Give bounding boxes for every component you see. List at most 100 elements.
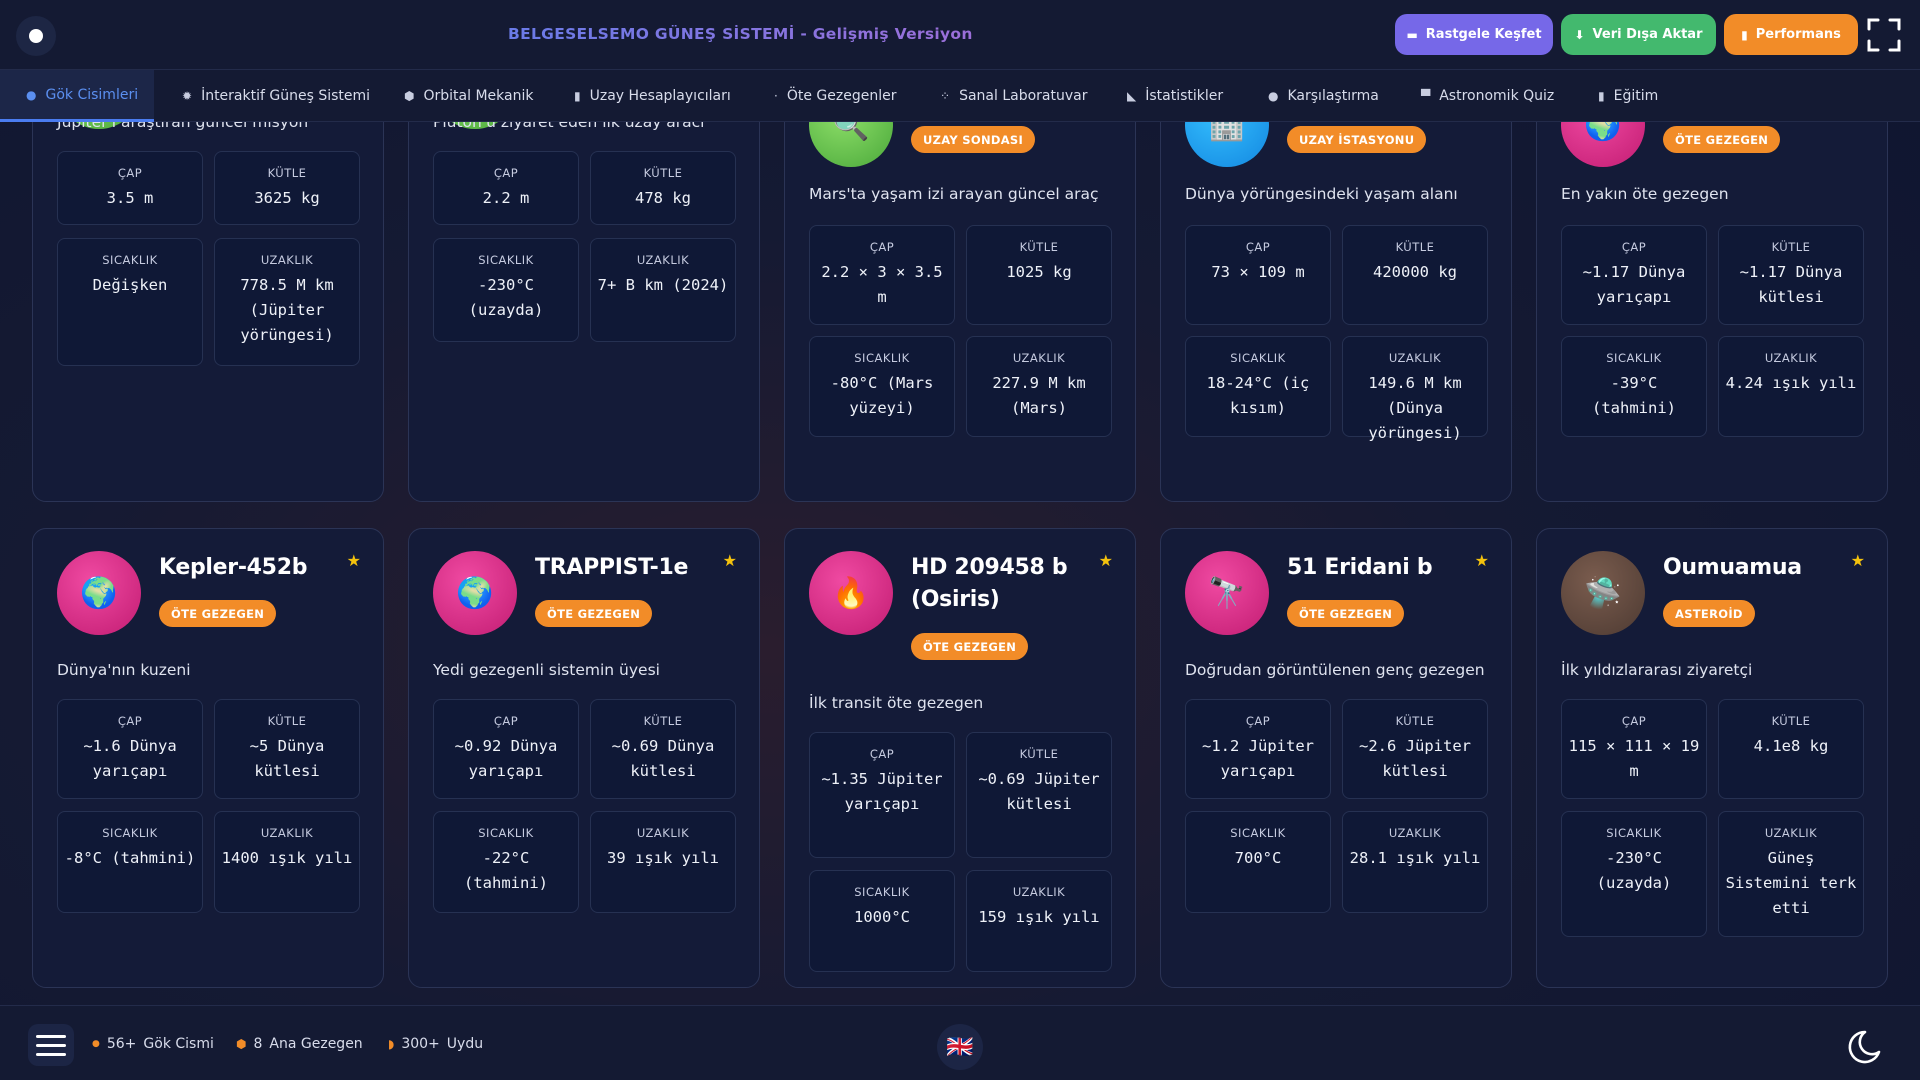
stat-value: Değişken (92, 276, 168, 294)
stat-value: 73 × 109 m (1211, 263, 1305, 281)
logo-dot-icon (29, 29, 43, 43)
stat-label: ÇAP (1621, 240, 1647, 254)
stat-value: 7+ B km (2024) (597, 276, 729, 294)
random-explore-button[interactable]: ▬ Rastgele Keşfet (1395, 14, 1553, 55)
dark-mode-moon-icon[interactable] (1845, 1028, 1883, 1066)
tab-astronomik-quiz[interactable]: ▀ Astronomik Quiz (1421, 70, 1554, 122)
stat-value: 1025 kg (1006, 263, 1072, 281)
stat-value: -22°C (tahmini) (464, 849, 548, 892)
celestial-card[interactable]: 🔥 HD 209458 b (Osiris) ÖTE GEZEGEN ★ İlk tra… (784, 528, 1136, 988)
stat-value: 478 kg (635, 189, 691, 207)
stat-label: ÇAP (117, 714, 143, 728)
tab-gok-cisimleri[interactable]: ● Gök Cisimleri (0, 70, 154, 122)
clipboard-icon: ▮ (574, 89, 581, 103)
favorite-star-icon[interactable]: ★ (722, 551, 737, 570)
uk-flag-icon: 🇬🇧 (946, 1034, 974, 1060)
mass-stat: KÜTLE ~1.17 Dünya kütlesi (1718, 225, 1864, 325)
stat-label: KÜTLE (267, 166, 307, 180)
mass-stat: KÜTLE 420000 kg (1342, 225, 1488, 325)
stat-value: ~1.35 Jüpiter yarıçapı (821, 770, 943, 813)
stat-value: 1400 ışık yılı (221, 849, 353, 867)
tab-sanal-laboratuvar[interactable]: ⁘ Sanal Laboratuvar (940, 70, 1087, 122)
circle-icon: ● (1268, 89, 1279, 103)
celestial-card[interactable]: 🛸 Oumuamua ASTEROİD ★ İlk yıldızlararası ziy… (1536, 528, 1888, 988)
celestial-card[interactable]: 🌍 TRAPPIST-1e ÖTE GEZEGEN ★ Yedi gezegenli s… (408, 528, 760, 988)
tab-label: Sanal Laboratuvar (959, 88, 1088, 104)
diameter-stat: ÇAP 115 × 111 × 19 m (1561, 699, 1707, 799)
magnifier-icon: 🔍 (832, 122, 870, 143)
menu-line-icon (36, 1043, 66, 1047)
stat-label: SICAKLIK (1230, 351, 1286, 365)
celestial-card[interactable]: 🔭 51 Eridani b ÖTE GEZEGEN ★ Doğrudan görünt… (1160, 528, 1512, 988)
card-description: Dünya yörüngesindeki yaşam alanı (1185, 185, 1458, 203)
card-title: Oumuamua (1663, 555, 1802, 580)
stat-label: SICAKLIK (478, 253, 534, 267)
distance-stat: UZAKLIK 7+ B km (2024) (590, 238, 736, 342)
favorite-star-icon[interactable]: ★ (1098, 551, 1113, 570)
tab-interaktif-gunes-sistemi[interactable]: ✹ İnteraktif Güneş Sistemi (182, 70, 370, 122)
mass-stat: KÜTLE 3625 kg (214, 151, 360, 225)
logo-button[interactable] (16, 16, 56, 56)
footer-stat-label: Gök Cismi (143, 1036, 214, 1052)
stat-value: -39°C (tahmini) (1592, 374, 1676, 417)
stat-value: 778.5 M km (Jüpiter yörüngesi) (240, 276, 334, 344)
fullscreen-icon[interactable] (1866, 17, 1902, 53)
tab-karsilastirma[interactable]: ● Karşılaştırma (1268, 70, 1379, 122)
diameter-stat: ÇAP 2.2 × 3 × 3.5 m (809, 225, 955, 325)
celestial-card[interactable]: 🛰UZAY SONDASIPlüton'u ziyaret eden ilk u… (408, 122, 760, 502)
stat-label: UZAKLIK (1012, 885, 1066, 899)
language-switch-button[interactable]: 🇬🇧 (937, 1024, 983, 1070)
diameter-stat: ÇAP ~1.2 Jüpiter yarıçapı (1185, 699, 1331, 799)
mass-stat: KÜTLE 4.1e8 kg (1718, 699, 1864, 799)
random-explore-label: Rastgele Keşfet (1425, 27, 1542, 42)
stat-value: 3625 kg (254, 189, 320, 207)
card-icon: ▬ (1406, 27, 1418, 42)
diameter-stat: ÇAP 73 × 109 m (1185, 225, 1331, 325)
atom-icon: ⁘ (940, 89, 951, 103)
temperature-stat: SICAKLIK -230°C (uzayda) (433, 238, 579, 342)
stat-value: -230°C (uzayda) (1596, 849, 1672, 892)
book-icon: ▮ (1598, 89, 1605, 103)
stat-label: SICAKLIK (102, 253, 158, 267)
stat-value: ~0.69 Jüpiter kütlesi (978, 770, 1100, 813)
tab-label: İstatistikler (1145, 88, 1224, 104)
export-data-button[interactable]: ⬇ Veri Dışa Aktar (1561, 14, 1716, 55)
tab-uzay-hesaplayicilari[interactable]: ▮ Uzay Hesaplayıcıları (574, 70, 731, 122)
avatar: 🌍 (1561, 122, 1645, 167)
favorite-star-icon[interactable]: ★ (346, 551, 361, 570)
diameter-stat: ÇAP 3.5 m (57, 151, 203, 225)
card-title: TRAPPIST-1e (535, 555, 689, 580)
celestial-card[interactable]: 🌍 Kepler-452b ÖTE GEZEGEN ★ Dünya'nın kuzeni… (32, 528, 384, 988)
distance-stat: UZAKLIK Güneş Sistemini terk etti (1718, 811, 1864, 937)
app-header: BELGESELSEMO GÜNEŞ SİSTEMİ - Gelişmiş Ve… (0, 0, 1920, 70)
performance-button[interactable]: ▮ Performans (1724, 14, 1858, 55)
favorite-star-icon[interactable]: ★ (1850, 551, 1865, 570)
hamburger-menu-button[interactable] (28, 1024, 74, 1066)
tab-orbital-mekanik[interactable]: ⬢ Orbital Mekanik (404, 70, 533, 122)
stat-label: SICAKLIK (854, 885, 910, 899)
dot-icon: ● (26, 87, 37, 102)
stat-label: UZAKLIK (1764, 351, 1818, 365)
stat-label: UZAKLIK (1388, 351, 1442, 365)
tab-label: Öte Gezegenler (786, 88, 897, 104)
tab-ote-gezegenler[interactable]: · Öte Gezegenler (774, 70, 896, 122)
tab-istatistikler[interactable]: ◣ İstatistikler (1127, 70, 1223, 122)
stat-label: ÇAP (117, 166, 143, 180)
stat-value: -80°C (Mars yüzeyi) (830, 374, 934, 417)
distance-stat: UZAKLIK 1400 ışık yılı (214, 811, 360, 913)
avatar: 🌍 (433, 551, 517, 635)
favorite-star-icon[interactable]: ★ (1474, 551, 1489, 570)
tab-egitim[interactable]: ▮ Eğitim (1598, 70, 1658, 122)
main-tabs: ● Gök Cisimleri ✹ İnteraktif Güneş Siste… (0, 70, 1920, 122)
footer-stat-moons: ◗ 300+ Uydu (388, 1036, 483, 1052)
avatar: 🔍 (809, 122, 893, 167)
menu-line-icon (36, 1052, 66, 1056)
flame-icon: 🔥 (832, 575, 870, 611)
app-footer: ● 56+ Gök Cismi ⬢ 8 Ana Gezegen ◗ 300+ U… (0, 1005, 1920, 1080)
avatar: 🛸 (1561, 551, 1645, 635)
celestial-card[interactable]: 🚀UZAY SONDASIJüpiter'i araştıran güncel … (32, 122, 384, 502)
stat-label: SICAKLIK (1606, 826, 1662, 840)
